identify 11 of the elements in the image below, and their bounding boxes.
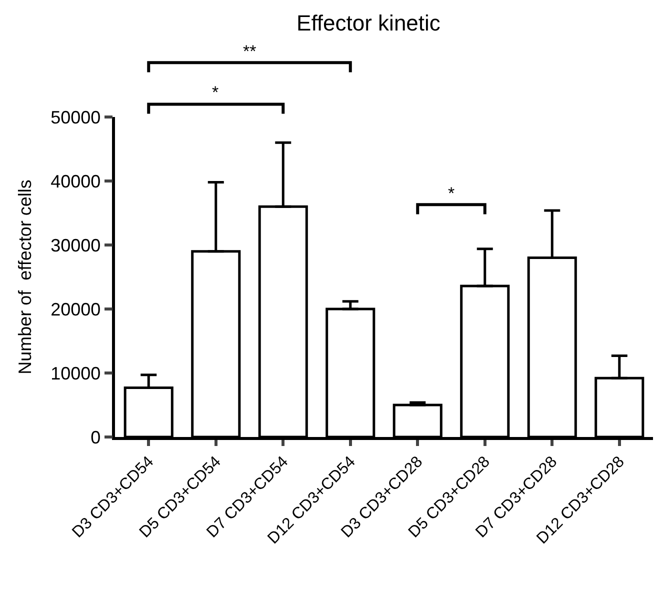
- chart-title: Effector kinetic: [296, 10, 440, 36]
- y-tick-label: 20000: [50, 299, 101, 320]
- y-tick-label: 0: [90, 427, 101, 448]
- text: **: [243, 42, 257, 61]
- y-tick-label: 50000: [50, 107, 101, 128]
- y-tick-label: 10000: [50, 363, 101, 384]
- text: *: [212, 83, 219, 102]
- y-tick-label: 30000: [50, 235, 101, 256]
- y-tick-label: 40000: [50, 171, 101, 192]
- y-axis-title: Number of effector cells: [14, 180, 35, 374]
- annotation: *: [448, 184, 455, 203]
